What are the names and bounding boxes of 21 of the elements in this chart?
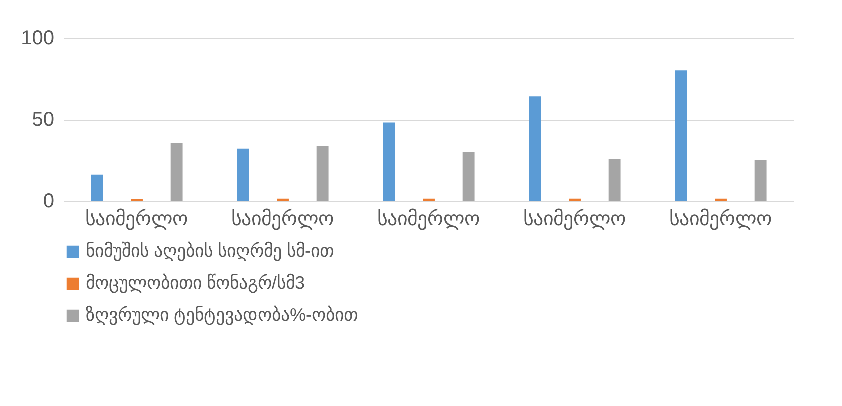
bar xyxy=(383,122,396,201)
y-tick-label: 0 xyxy=(43,190,54,212)
bar xyxy=(316,146,329,201)
bar xyxy=(462,152,475,201)
x-tick-label: საიმერლო xyxy=(524,208,626,230)
x-tick-label: საიმერლო xyxy=(378,208,480,230)
x-tick-label: საიმერლო xyxy=(86,208,188,230)
bar xyxy=(237,148,250,201)
x-tick-label: საიმერლო xyxy=(670,208,772,230)
bar xyxy=(608,159,621,201)
y-tick-label: 50 xyxy=(32,109,54,131)
bar xyxy=(91,174,104,201)
legend-label: ნიმუშის აღების სიღრმე სმ-ით xyxy=(86,241,334,262)
bar xyxy=(170,143,183,201)
legend-label: ზღვრული ტენტევადობა%-ობით xyxy=(86,305,358,326)
bar xyxy=(754,160,767,201)
x-tick-label: საიმერლო xyxy=(232,208,334,230)
y-tick-label: 100 xyxy=(21,28,54,50)
legend-label: მოცულობითი წონაგრ/სმ3 xyxy=(86,273,306,294)
bar xyxy=(675,70,688,201)
bar xyxy=(529,96,542,201)
